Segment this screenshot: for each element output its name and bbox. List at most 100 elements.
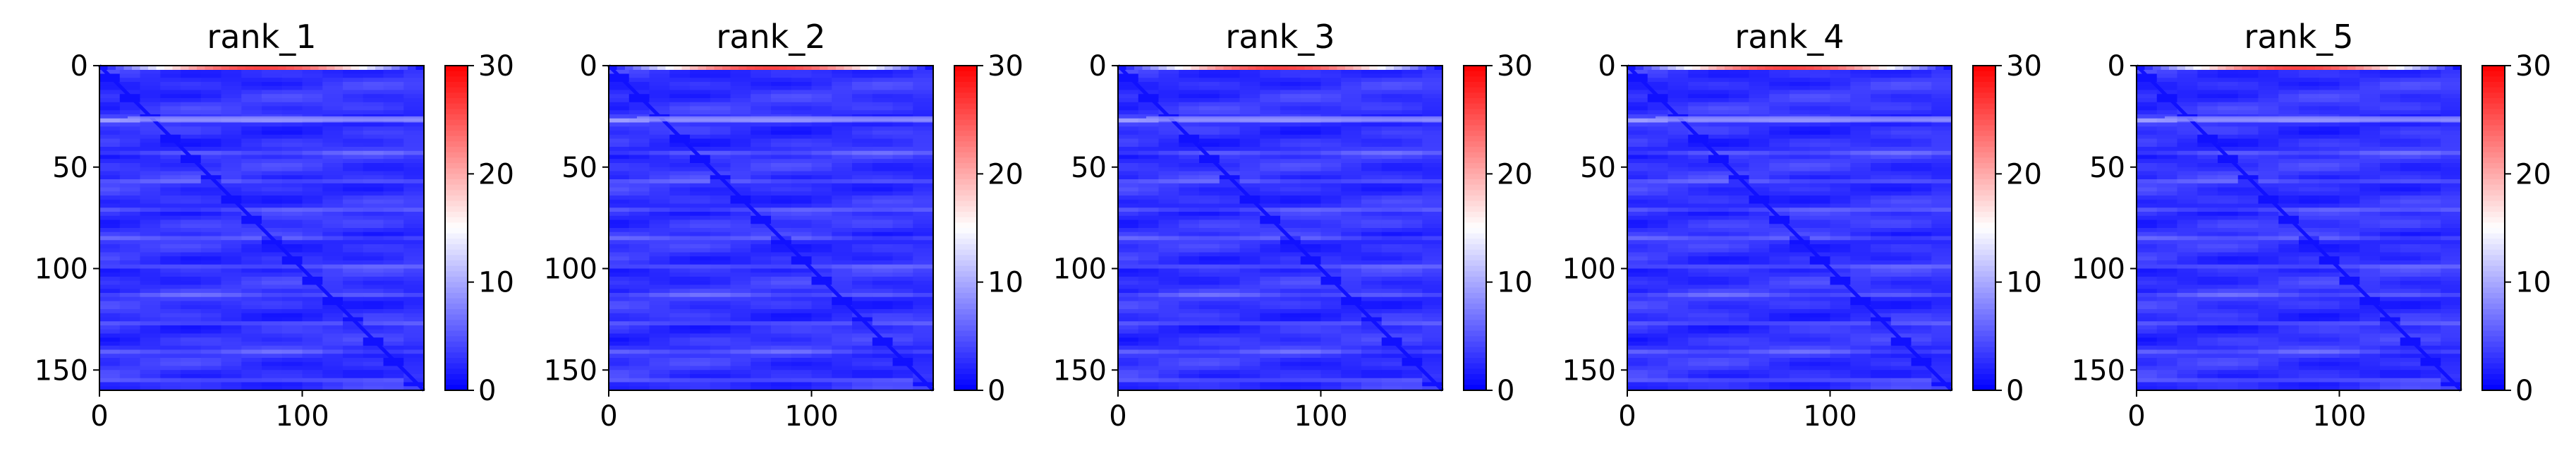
heatmap-cell — [1320, 163, 1342, 168]
heatmap-cell — [1627, 85, 1648, 91]
heatmap-cell — [383, 289, 404, 294]
heatmap-cell — [343, 321, 364, 326]
heatmap-cell — [1850, 167, 1871, 172]
heatmap-cell — [241, 268, 262, 273]
top-row-cell — [795, 66, 804, 70]
heatmap-cell — [1688, 122, 1709, 127]
heatmap-cell — [628, 329, 650, 335]
heatmap-cell — [1381, 98, 1403, 103]
heatmap-cell — [1320, 280, 1342, 286]
top-row-cell — [269, 66, 279, 70]
heatmap-cell — [119, 183, 141, 188]
heatmap-cell — [281, 98, 303, 103]
heatmap-cell — [811, 361, 832, 367]
heatmap-cell — [1361, 382, 1383, 387]
heatmap-cell — [710, 191, 731, 196]
heatmap-cell — [1381, 155, 1403, 160]
heatmap-cell — [1931, 199, 1952, 205]
colorbar-tick-label: 20 — [988, 158, 1023, 191]
heatmap-cell — [99, 82, 121, 87]
heatmap-cell — [1688, 244, 1709, 249]
heatmap-cell — [1381, 305, 1403, 310]
heatmap-cell — [322, 163, 344, 168]
heatmap-cell — [1219, 305, 1241, 310]
heatmap-cell — [383, 196, 404, 200]
heatmap-cell — [383, 85, 404, 91]
top-row-cell — [616, 66, 626, 70]
heatmap-cell — [140, 82, 161, 87]
heatmap-cell — [1830, 147, 1851, 152]
heatmap-cell — [140, 244, 161, 249]
heatmap-cell — [1260, 155, 1281, 160]
heatmap-cell — [1199, 268, 1220, 273]
heatmap-cell — [751, 236, 772, 241]
heatmap-cell — [832, 248, 853, 253]
heatmap-cell — [1830, 196, 1851, 200]
heatmap-cell — [1280, 366, 1301, 371]
heatmap-cell — [1809, 106, 1831, 111]
heatmap-cell — [730, 94, 751, 99]
heatmap-cell — [1728, 102, 1750, 107]
heatmap-cell — [1300, 187, 1322, 192]
heatmap-cell — [1361, 349, 1383, 354]
heatmap-cell — [1199, 110, 1220, 115]
colorbar-segment — [1464, 368, 1486, 375]
heatmap-cell — [1667, 106, 1689, 111]
heatmap-cell — [609, 313, 630, 318]
heatmap-cell — [1911, 171, 1932, 176]
heatmap-cell — [363, 244, 384, 249]
heatmap-cell — [730, 85, 751, 91]
heatmap-cell — [1158, 236, 1179, 241]
colorbar-segment — [954, 239, 977, 245]
colorbar-segment — [954, 298, 977, 305]
colorbar-tick-label: 30 — [1497, 50, 1533, 83]
heatmap-cell — [403, 171, 425, 176]
heatmap-cell — [302, 321, 323, 326]
heatmap-cell — [322, 313, 344, 318]
heatmap-cell — [811, 196, 832, 200]
heatmap-cell — [1361, 313, 1383, 318]
colorbar-segment — [445, 184, 468, 191]
heatmap-cell — [710, 163, 731, 168]
heatmap-cell — [119, 309, 141, 314]
heatmap-cell — [241, 256, 262, 261]
heatmap-cell — [1931, 150, 1952, 156]
heatmap-cell — [1790, 90, 1811, 95]
heatmap-cell — [1871, 163, 1892, 168]
heatmap-cell — [913, 361, 934, 367]
heatmap-cell — [710, 85, 731, 91]
heatmap-cell — [1931, 147, 1952, 152]
top-row-cell — [1232, 66, 1241, 70]
heatmap-cell — [181, 126, 202, 131]
heatmap-cell — [1667, 102, 1689, 107]
heatmap-cell — [1118, 272, 1139, 277]
heatmap-cell — [200, 179, 222, 184]
heatmap-cell — [892, 196, 913, 200]
heatmap-cell — [1260, 256, 1281, 261]
heatmap-cell — [1890, 106, 1912, 111]
heatmap-cell — [1138, 309, 1160, 314]
heatmap-cell — [1931, 196, 1952, 200]
top-row-cell — [1280, 66, 1289, 70]
colorbar-segment — [954, 200, 977, 208]
colorbar-segment — [445, 265, 468, 272]
heatmap-cell — [403, 220, 425, 224]
heatmap-cell — [669, 272, 691, 277]
heatmap-cell — [1830, 82, 1851, 87]
colorbar-segment — [954, 92, 977, 99]
heatmap-cell — [281, 361, 303, 367]
heatmap-cell — [1790, 163, 1811, 168]
heatmap-cell — [1931, 69, 1952, 75]
heatmap-cell — [181, 228, 202, 233]
heatmap-cell — [1280, 150, 1301, 156]
heatmap-cell — [791, 305, 813, 310]
heatmap-cell — [1118, 215, 1139, 221]
heatmap-cell — [200, 268, 222, 273]
heatmap-cell — [1850, 102, 1871, 107]
heatmap-cell — [1667, 85, 1689, 91]
heatmap-cell — [1402, 260, 1423, 265]
heatmap-cell — [730, 366, 751, 371]
heatmap-cell — [241, 301, 262, 306]
heatmap-cell — [628, 69, 650, 75]
heatmap-cell — [1280, 321, 1301, 326]
